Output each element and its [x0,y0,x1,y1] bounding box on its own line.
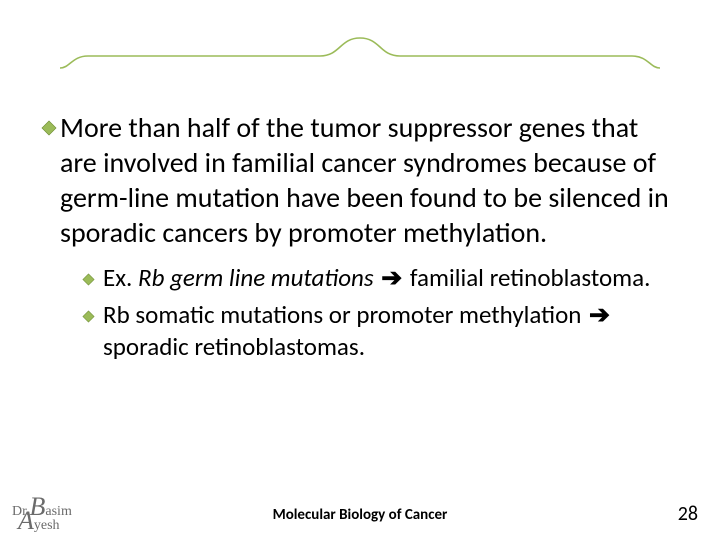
sub-after: familial retinoblastoma. [404,262,650,293]
page-number: 28 [678,502,698,526]
sub-italic: Rb germ line mutations [138,262,379,293]
sub-bullet: Ex. Rb germ line mutations ➔ familial re… [82,262,680,295]
diamond-bullet-icon [82,272,95,291]
footer-title: Molecular Biology of Cancer [0,506,720,524]
sub-bullet-list: Ex. Rb germ line mutations ➔ familial re… [82,262,680,364]
arrow-icon: ➔ [589,299,610,332]
sub-after: sporadic retinoblastomas. [103,331,365,362]
sub-bullet-text: Ex. Rb germ line mutations ➔ familial re… [103,262,650,295]
sub-bullet-text: Rb somatic mutations or promoter methyla… [103,299,680,364]
sub-bullet: Rb somatic mutations or promoter methyla… [82,299,680,364]
ornament-svg [40,20,680,80]
main-bullet-text: More than half of the tumor suppressor g… [60,110,680,250]
ornament-path [60,38,660,68]
sub-prefix: Ex. [103,262,138,293]
diamond-bullet-icon [40,119,58,142]
main-bullet: More than half of the tumor suppressor g… [40,110,680,250]
diamond-bullet-icon [82,309,95,328]
content-area: More than half of the tumor suppressor g… [40,110,680,368]
slide: More than half of the tumor suppressor g… [0,0,720,540]
top-ornament [40,20,680,80]
sub-prefix: Rb somatic mutations or promoter methyla… [103,299,587,330]
arrow-icon: ➔ [381,262,402,295]
